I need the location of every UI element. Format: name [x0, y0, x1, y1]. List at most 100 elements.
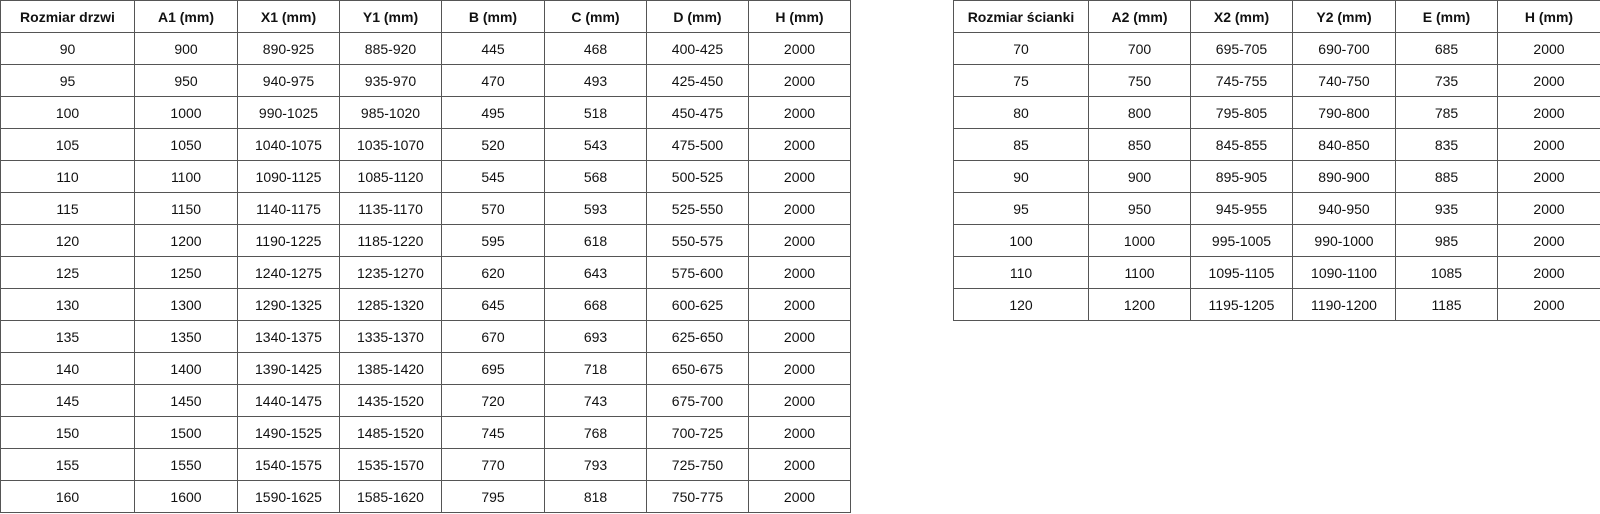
- table-cell: 1135-1170: [339, 192, 442, 225]
- table-cell: 1590-1625: [237, 480, 340, 513]
- table-cell: 110: [0, 160, 135, 193]
- table-cell: 768: [544, 416, 647, 449]
- table-row: 145 1450 1440-1475 1435-1520 720 743 675-700 20…: [0, 384, 851, 417]
- table-cell: 115: [0, 192, 135, 225]
- table-cell: 785: [1395, 96, 1498, 129]
- table-cell: 950: [1088, 192, 1191, 225]
- table-cell: 493: [544, 64, 647, 97]
- table-cell: 2000: [748, 320, 851, 353]
- table-cell: 645: [441, 288, 545, 321]
- table-cell: 1540-1575: [237, 448, 340, 481]
- table-cell: 940-975: [237, 64, 340, 97]
- table-cell: 700: [1088, 32, 1191, 65]
- table-cell: 2000: [748, 128, 851, 161]
- table-cell: 2000: [1497, 192, 1600, 225]
- table-header: Rozmiar ścianki A2 (mm) X2 (mm) Y2 (mm) E (m…: [953, 0, 1600, 33]
- table-cell: 1150: [134, 192, 238, 225]
- table-cell: 470: [441, 64, 545, 97]
- door-dimensions-table: Rozmiar drzwi A1 (mm) X1 (mm) Y1 (mm) B (mm)…: [0, 0, 851, 513]
- table-cell: 518: [544, 96, 647, 129]
- table-cell: 745: [441, 416, 545, 449]
- table-cell: 1050: [134, 128, 238, 161]
- table-cell: 1385-1420: [339, 352, 442, 385]
- table-cell: 2000: [748, 256, 851, 289]
- table-cell: 725-750: [646, 448, 749, 481]
- table-cell: 2000: [1497, 224, 1600, 257]
- table-cell: 155: [0, 448, 135, 481]
- table-cell: 2000: [748, 288, 851, 321]
- table-cell: 643: [544, 256, 647, 289]
- table-cell: 90: [0, 32, 135, 65]
- table-cell: 1500: [134, 416, 238, 449]
- table-cell: 600-625: [646, 288, 749, 321]
- table-row: 130 1300 1290-1325 1285-1320 645 668 600-625 20…: [0, 288, 851, 321]
- table-cell: 650-675: [646, 352, 749, 385]
- table-cell: 1585-1620: [339, 480, 442, 513]
- table-cell: 1350: [134, 320, 238, 353]
- table-cell: 1290-1325: [237, 288, 340, 321]
- table-cell: 845-855: [1190, 128, 1293, 161]
- table-cell: 70: [953, 32, 1089, 65]
- table-cell: 940-950: [1292, 192, 1396, 225]
- table-cell: 525-550: [646, 192, 749, 225]
- wall-dimensions-table: Rozmiar ścianki A2 (mm) X2 (mm) Y2 (mm) E (m…: [953, 0, 1600, 321]
- table-cell: 1485-1520: [339, 416, 442, 449]
- table-body: 70 700 695-705 690-700 685 2000 75 750 745-755 74…: [953, 32, 1600, 321]
- table-cell: 2000: [1497, 128, 1600, 161]
- table-cell: 2000: [1497, 96, 1600, 129]
- table-cell: 595: [441, 224, 545, 257]
- table-cell: 795-805: [1190, 96, 1293, 129]
- table-cell: 500-525: [646, 160, 749, 193]
- table-row: 95 950 945-955 940-950 935 2000: [953, 192, 1600, 225]
- column-header: Rozmiar drzwi: [0, 0, 135, 33]
- table-cell: 425-450: [646, 64, 749, 97]
- table-cell: 1000: [1088, 224, 1191, 257]
- table-cell: 1090-1125: [237, 160, 340, 193]
- table-cell: 1535-1570: [339, 448, 442, 481]
- table-cell: 750-775: [646, 480, 749, 513]
- table-cell: 1240-1275: [237, 256, 340, 289]
- table-cell: 1235-1270: [339, 256, 442, 289]
- table-cell: 1000: [134, 96, 238, 129]
- table-cell: 618: [544, 224, 647, 257]
- table-cell: 2000: [1497, 32, 1600, 65]
- table-body: 90 900 890-925 885-920 445 468 400-425 2000 95 95…: [0, 32, 851, 513]
- table-row: 75 750 745-755 740-750 735 2000: [953, 64, 1600, 97]
- header-row: Rozmiar ścianki A2 (mm) X2 (mm) Y2 (mm) E (m…: [953, 0, 1600, 33]
- table-row: 85 850 845-855 840-850 835 2000: [953, 128, 1600, 161]
- table-cell: 670: [441, 320, 545, 353]
- table-row: 120 1200 1190-1225 1185-1220 595 618 550-575 20…: [0, 224, 851, 257]
- table-cell: 1400: [134, 352, 238, 385]
- table-cell: 450-475: [646, 96, 749, 129]
- table-cell: 135: [0, 320, 135, 353]
- table-cell: 543: [544, 128, 647, 161]
- table-cell: 1035-1070: [339, 128, 442, 161]
- table-cell: 550-575: [646, 224, 749, 257]
- table-cell: 1100: [134, 160, 238, 193]
- table-cell: 1550: [134, 448, 238, 481]
- table-cell: 695: [441, 352, 545, 385]
- table-row: 100 1000 995-1005 990-1000 985 2000: [953, 224, 1600, 257]
- table-cell: 125: [0, 256, 135, 289]
- table-row: 70 700 695-705 690-700 685 2000: [953, 32, 1600, 65]
- table-cell: 2000: [1497, 288, 1600, 321]
- table-row: 125 1250 1240-1275 1235-1270 620 643 575-600 20…: [0, 256, 851, 289]
- table-cell: 2000: [1497, 256, 1600, 289]
- table-cell: 2000: [748, 480, 851, 513]
- table-cell: 693: [544, 320, 647, 353]
- table-cell: 1200: [134, 224, 238, 257]
- table-cell: 1285-1320: [339, 288, 442, 321]
- table-cell: 140: [0, 352, 135, 385]
- table-cell: 890-900: [1292, 160, 1396, 193]
- table-cell: 105: [0, 128, 135, 161]
- table-cell: 2000: [748, 416, 851, 449]
- table-cell: 120: [953, 288, 1089, 321]
- table-cell: 890-925: [237, 32, 340, 65]
- table-cell: 570: [441, 192, 545, 225]
- table-cell: 990-1025: [237, 96, 340, 129]
- table-row: 150 1500 1490-1525 1485-1520 745 768 700-725 20…: [0, 416, 851, 449]
- table-cell: 100: [0, 96, 135, 129]
- table-cell: 718: [544, 352, 647, 385]
- table-cell: 995-1005: [1190, 224, 1293, 257]
- table-cell: 1100: [1088, 256, 1191, 289]
